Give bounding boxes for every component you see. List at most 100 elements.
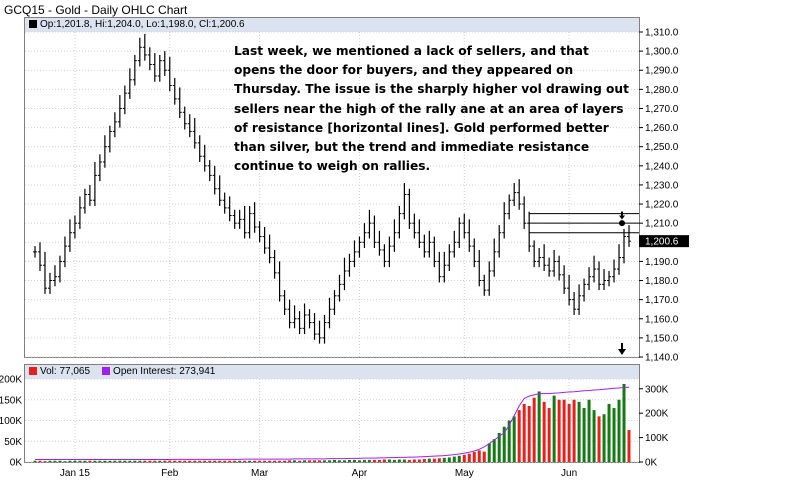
volume-bar (163, 460, 167, 462)
volume-tick-label: 100K (0, 416, 22, 427)
price-tick-label: 1,220.0 (645, 200, 679, 211)
price-tick-label: 1,260.0 (645, 123, 679, 134)
volume-bar (592, 410, 596, 462)
price-tick-label: 1,300.0 (645, 47, 679, 58)
volume-bar (627, 430, 631, 462)
volume-bar (602, 414, 606, 462)
price-legend-swatch (29, 20, 37, 28)
volume-bar (93, 460, 97, 462)
price-tick-label: 1,140.0 (645, 353, 679, 364)
volume-bar (48, 460, 52, 462)
open-interest-line (35, 386, 630, 461)
chart-title: GCQ15 - Gold - Daily OHLC Chart (4, 3, 188, 17)
volume-bar (377, 459, 381, 462)
x-axis-label: Feb (161, 468, 179, 479)
volume-bar (228, 460, 232, 462)
volume-bar (188, 460, 192, 462)
volume-bar (213, 460, 217, 462)
volume-bar (567, 403, 571, 462)
annotation-text: Last week, we mentioned a lack of seller… (234, 44, 629, 174)
volume-bar (298, 460, 302, 462)
volume-bar (173, 460, 177, 462)
volume-bar (557, 399, 561, 462)
volume-bar (98, 460, 102, 462)
volume-bar (133, 460, 137, 462)
volume-bar (118, 460, 122, 462)
volume-bar (582, 408, 586, 462)
volume-bar (597, 416, 601, 462)
oi-tick-label: 200K (645, 409, 669, 420)
volume-bar (432, 458, 436, 462)
volume-bar (472, 452, 476, 462)
volume-bar (53, 460, 57, 462)
volume-bar (193, 460, 197, 462)
volume-bar (422, 459, 426, 462)
volume-bar (572, 399, 576, 462)
volume-bar (532, 397, 536, 462)
volume-bar (462, 454, 466, 462)
volume-bar (288, 460, 292, 462)
volume-bar (88, 460, 92, 462)
volume-bar (38, 460, 42, 462)
volume-bar (577, 401, 581, 462)
volume-bar (412, 459, 416, 462)
volume-bar (367, 459, 371, 462)
volume-bar (63, 461, 67, 462)
price-tick-label: 1,160.0 (645, 314, 679, 325)
volume-bar (372, 459, 376, 462)
volume-bar (223, 460, 227, 462)
volume-bar (467, 453, 471, 462)
volume-bar (158, 460, 162, 462)
volume-legend-swatch (29, 367, 37, 375)
volume-bar (477, 450, 481, 462)
volume-bar (108, 460, 112, 462)
volume-bar (527, 405, 531, 462)
volume-bar (352, 459, 356, 462)
volume-readout: Vol: 77,065 (40, 366, 91, 377)
volume-bar (447, 457, 451, 462)
oi-tick-label: 0K (645, 458, 658, 469)
volume-bar (218, 460, 222, 462)
x-axis-label: Mar (251, 468, 269, 479)
price-tick-label: 1,290.0 (645, 66, 679, 77)
volume-bar (203, 460, 207, 462)
volume-bar (78, 460, 82, 462)
volume-panel (24, 364, 640, 463)
volume-bar (243, 460, 247, 462)
volume-bar (492, 439, 496, 462)
volume-bar (502, 426, 506, 462)
volume-bar (387, 459, 391, 462)
volume-bar (153, 460, 157, 462)
volume-bar (208, 460, 212, 462)
volume-bar (482, 451, 486, 462)
volume-bar (168, 460, 172, 462)
volume-bar (178, 460, 182, 462)
price-tick-label: 1,150.0 (645, 333, 679, 344)
ohlc-readout: Op:1,201.8, Hi:1,204.0, Lo:1,198.0, Cl:1… (40, 19, 245, 30)
price-tick-label: 1,190.0 (645, 257, 679, 268)
volume-bar (427, 458, 431, 462)
volume-bar (293, 460, 297, 462)
volume-bar (278, 460, 282, 462)
price-tick-label: 1,210.0 (645, 219, 679, 230)
volume-tick-label: 50K (4, 437, 22, 448)
volume-bar (273, 460, 277, 462)
down-arrow-icon (619, 215, 626, 220)
volume-info-bar: Vol: 77,065 Open Interest: 273,941 (25, 365, 639, 379)
volume-bar (123, 460, 127, 462)
volume-bar (487, 443, 491, 462)
price-tick-label: 1,230.0 (645, 180, 679, 191)
volume-bar (452, 456, 456, 462)
volume-bar (33, 460, 37, 462)
volume-bar (248, 460, 252, 462)
volume-bar (497, 432, 501, 462)
price-tick-label: 1,250.0 (645, 142, 679, 153)
volume-bar (392, 459, 396, 462)
volume-bar (148, 460, 152, 462)
volume-bar (507, 420, 511, 462)
volume-bar (103, 460, 107, 462)
volume-bar (457, 455, 461, 462)
volume-tick-label: 0K (10, 458, 23, 469)
volume-tick-label: 200K (0, 375, 22, 386)
